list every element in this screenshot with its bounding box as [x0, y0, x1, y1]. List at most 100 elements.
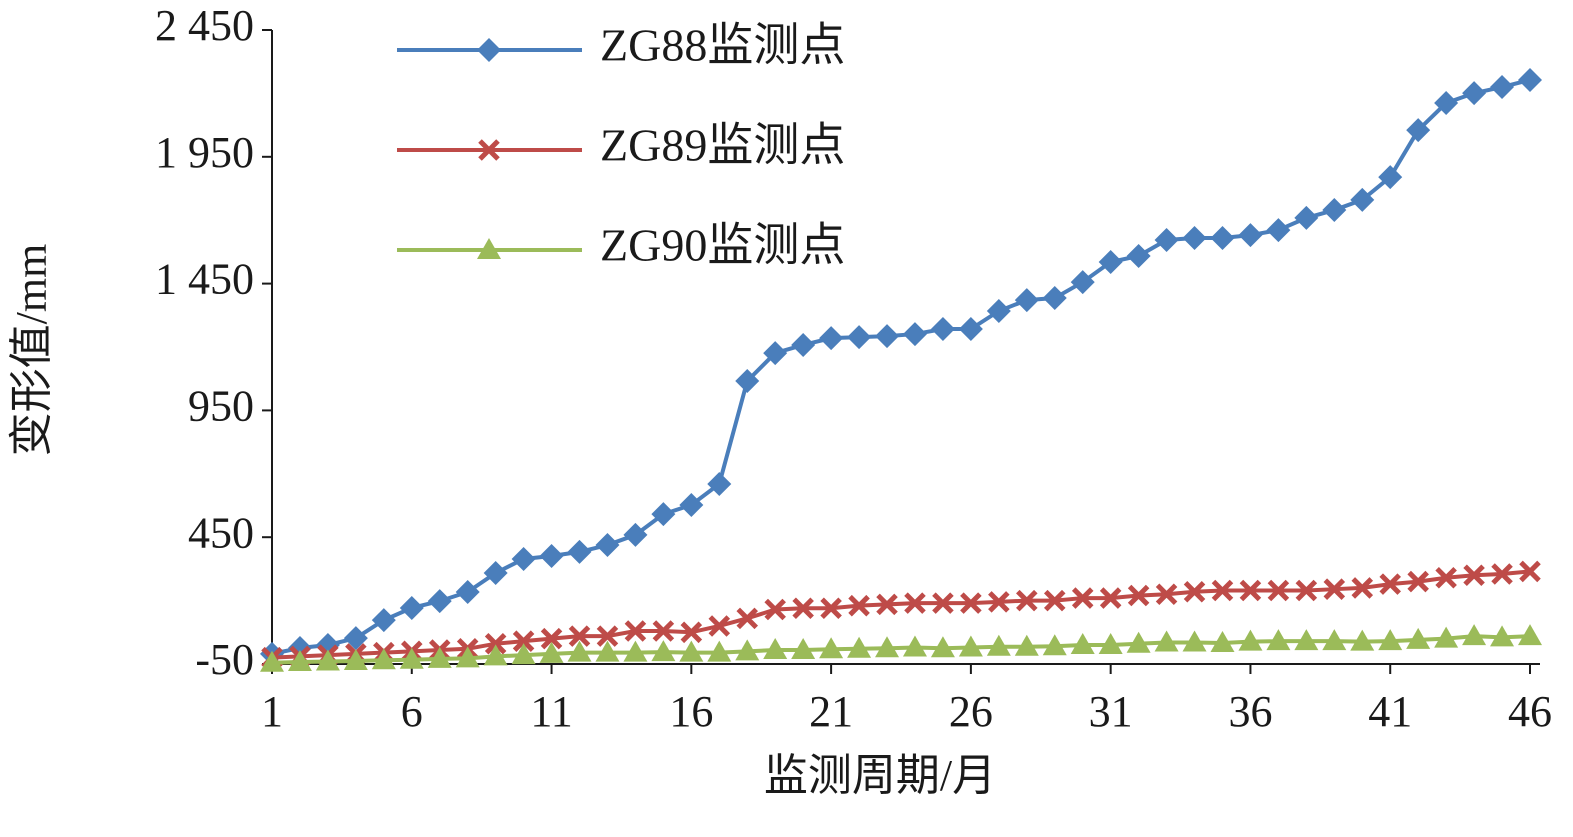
marker: [651, 502, 676, 527]
marker: [902, 635, 927, 657]
marker: [764, 598, 786, 621]
marker: [595, 640, 620, 662]
marker: [1238, 223, 1263, 248]
marker: [287, 649, 312, 671]
marker: [371, 648, 396, 670]
marker: [1518, 624, 1542, 646]
marker: [1295, 579, 1318, 602]
marker: [960, 592, 982, 614]
marker: [1014, 634, 1039, 656]
marker: [1182, 630, 1207, 652]
marker: [315, 649, 340, 671]
marker: [819, 326, 844, 351]
marker: [623, 640, 648, 662]
marker: [1266, 629, 1291, 651]
x-tick-label: 1: [261, 687, 283, 736]
marker: [1351, 577, 1374, 599]
marker: [1294, 629, 1319, 651]
marker: [1099, 587, 1122, 609]
marker: [511, 547, 536, 572]
marker: [1098, 632, 1123, 654]
marker: [1294, 205, 1319, 230]
marker: [427, 589, 452, 614]
marker: [1378, 629, 1403, 651]
marker: [1070, 270, 1095, 295]
y-tick-label: 450: [188, 508, 254, 557]
marker: [904, 592, 926, 614]
marker: [539, 543, 564, 568]
marker: [1043, 589, 1066, 612]
marker: [484, 632, 507, 655]
marker: [1042, 634, 1067, 656]
y-tick-label: 1 450: [155, 255, 254, 304]
marker: [343, 648, 368, 670]
marker: [540, 627, 563, 650]
y-tick-label: 950: [188, 381, 254, 430]
marker: [1322, 198, 1347, 223]
marker: [1462, 81, 1487, 106]
marker: [1155, 583, 1178, 606]
marker: [1463, 564, 1485, 587]
marker: [736, 607, 759, 630]
marker: [651, 640, 676, 662]
marker: [1014, 288, 1039, 313]
marker: [847, 636, 872, 658]
marker: [707, 640, 732, 662]
y-tick-label: 2 450: [155, 1, 254, 50]
marker: [1350, 629, 1375, 651]
marker: [1071, 587, 1094, 609]
marker: [1239, 579, 1262, 602]
marker: [820, 597, 842, 619]
marker: [930, 636, 955, 658]
y-tick-label: 1 950: [155, 128, 254, 177]
marker: [595, 533, 620, 558]
marker: [876, 593, 898, 616]
marker: [958, 635, 983, 657]
series-line: [271, 634, 1531, 665]
marker: [958, 316, 983, 341]
marker: [1182, 225, 1207, 250]
x-tick-label: 6: [401, 687, 423, 736]
marker: [483, 644, 508, 666]
marker: [1098, 250, 1123, 275]
x-tick-label: 36: [1228, 687, 1272, 736]
marker: [986, 298, 1011, 323]
x-tick-label: 31: [1089, 687, 1133, 736]
marker: [847, 325, 872, 350]
marker: [260, 650, 284, 672]
marker: [1126, 631, 1151, 653]
marker: [1406, 627, 1431, 649]
marker: [455, 579, 480, 604]
marker: [1323, 578, 1346, 600]
marker: [986, 634, 1011, 656]
marker: [1211, 579, 1234, 602]
marker: [478, 139, 500, 161]
marker: [1126, 243, 1151, 268]
marker: [930, 316, 955, 341]
marker: [567, 640, 592, 662]
marker: [477, 238, 501, 259]
marker: [1042, 286, 1067, 311]
marker: [707, 471, 732, 496]
marker: [1183, 580, 1206, 603]
marker: [596, 625, 619, 647]
marker: [1266, 218, 1291, 243]
marker: [902, 322, 927, 347]
x-tick-label: 21: [809, 687, 853, 736]
marker: [567, 539, 592, 564]
marker: [1350, 187, 1375, 212]
marker: [1434, 626, 1459, 648]
marker: [680, 621, 703, 644]
legend-label: ZG90监测点: [600, 220, 845, 271]
marker: [1406, 118, 1431, 143]
marker: [539, 641, 564, 663]
marker: [875, 636, 900, 658]
marker: [568, 625, 591, 647]
marker: [735, 639, 760, 661]
x-tick-label: 11: [530, 687, 572, 736]
marker: [735, 368, 760, 393]
marker: [455, 646, 480, 668]
marker: [1462, 624, 1487, 646]
marker: [763, 638, 788, 660]
